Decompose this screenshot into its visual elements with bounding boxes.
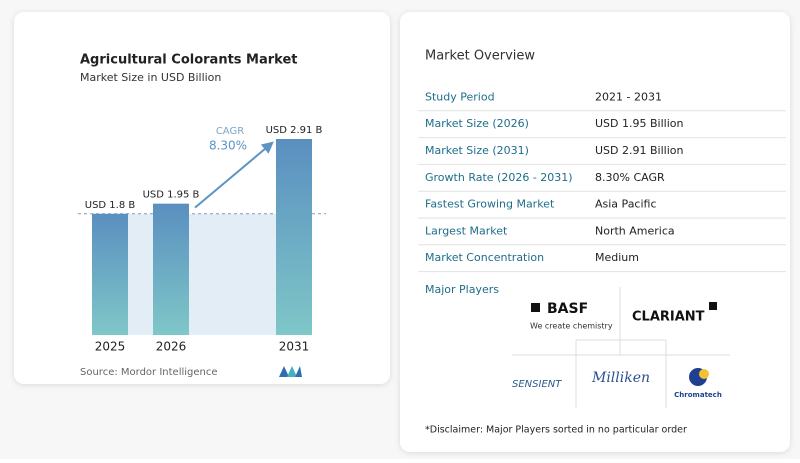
row-label: Growth Rate (2026 - 2031) [425,171,573,184]
bar [276,139,312,335]
player-logo: BASF [547,301,588,317]
player-logo: Chromatech [674,391,722,399]
bar [153,203,189,335]
row-label: Market Concentration [425,251,544,264]
row-value: 2021 - 2031 [595,90,662,103]
row-label: Largest Market [425,224,508,237]
player-logo: Milliken [591,370,650,386]
x-tick-label: 2031 [279,340,310,354]
basf-square [531,303,540,312]
row-value: 8.30% CAGR [595,171,665,184]
chart-subtitle: Market Size in USD Billion [80,71,221,84]
shaded-area [128,213,276,335]
logo-grid [512,287,730,408]
chromatech-mark [699,369,709,379]
value-label: USD 2.91 B [266,125,323,136]
player-logo: We create chemistry [530,322,613,331]
value-label: USD 1.95 B [143,190,200,201]
row-value: Medium [595,251,639,264]
x-tick-label: 2025 [95,340,126,354]
row-label: Study Period [425,90,495,103]
cagr-arrow [194,141,274,209]
cagr-label: CAGR [216,126,244,137]
row-value: North America [595,224,675,237]
row-value: USD 1.95 Billion [595,117,683,130]
x-tick-label: 2026 [156,340,187,354]
player-logo: SENSIENT [512,379,562,390]
disclaimer: *Disclaimer: Major Players sorted in no … [425,425,687,436]
source: Source: Mordor Intelligence [80,367,218,378]
chart-title: Agricultural Colorants Market [80,53,298,68]
logo [279,366,302,377]
row-label: Fastest Growing Market [425,198,555,211]
value-label: USD 1.8 B [85,200,136,211]
overview-card [400,12,790,452]
clariant-mark [709,302,717,310]
cagr-value: 8.30% [209,139,247,153]
row-value: USD 2.91 Billion [595,144,683,157]
row-label: Market Size (2026) [425,117,529,130]
row-value: Asia Pacific [595,198,657,211]
row-label: Market Size (2031) [425,144,529,157]
player-logo: CLARIANT [632,310,705,325]
overview-title: Market Overview [425,49,535,64]
players-label: Major Players [425,283,499,296]
bar [92,213,128,335]
